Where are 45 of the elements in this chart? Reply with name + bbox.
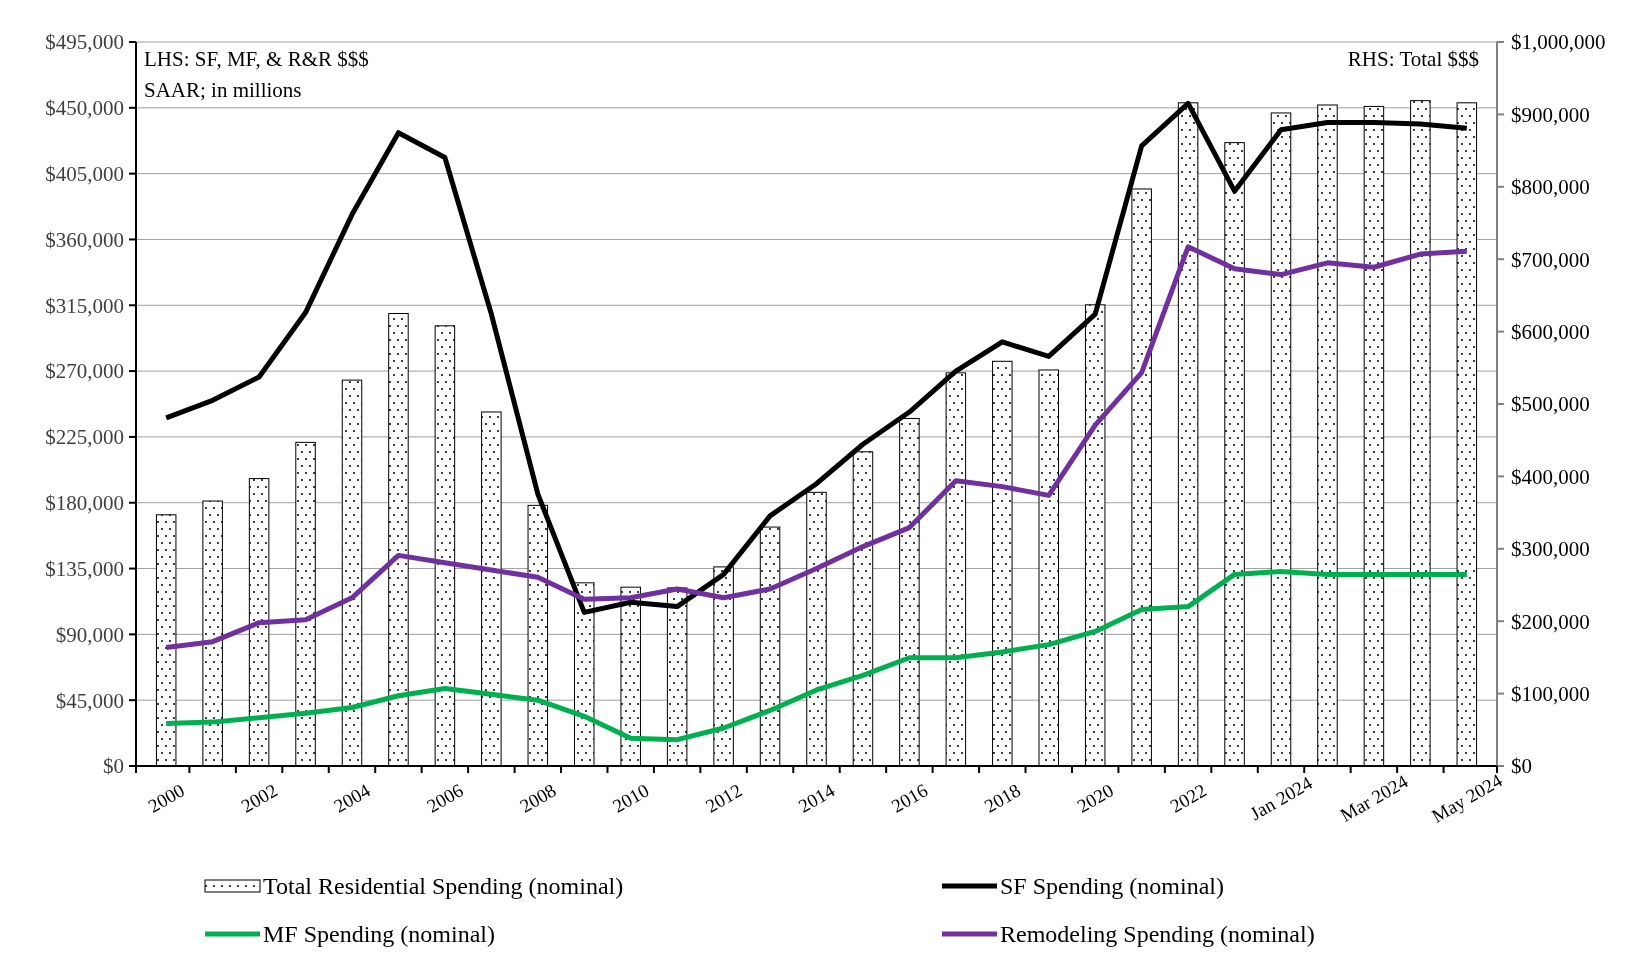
legend-label: SF Spending (nominal) bbox=[1000, 873, 1225, 900]
y-tick-label: $135,000 bbox=[45, 556, 124, 581]
y2-tick-label: $400,000 bbox=[1511, 464, 1590, 489]
annotation: RHS: Total $$$ bbox=[1347, 47, 1479, 71]
x-tick-label: 2014 bbox=[794, 779, 839, 817]
y-tick-label: $450,000 bbox=[45, 96, 124, 121]
legend-label: MF Spending (nominal) bbox=[263, 921, 495, 948]
y2-tick-label: $100,000 bbox=[1511, 681, 1590, 706]
y2-tick-label: $800,000 bbox=[1511, 175, 1590, 200]
annotation: SAAR; in millions bbox=[144, 78, 302, 102]
x-tick-label: 2022 bbox=[1166, 779, 1210, 817]
x-tick-label: 2018 bbox=[980, 779, 1025, 817]
y2-tick-label: $300,000 bbox=[1511, 537, 1590, 562]
y-tick-label: $180,000 bbox=[45, 491, 124, 516]
x-tick-label: 2006 bbox=[423, 779, 467, 817]
y2-tick-label: $500,000 bbox=[1511, 392, 1590, 417]
y-tick-label: $225,000 bbox=[45, 425, 124, 450]
x-tick-label: 2002 bbox=[237, 779, 281, 817]
x-tick-label: 2000 bbox=[144, 779, 188, 817]
y2-tick-label: $200,000 bbox=[1511, 609, 1590, 634]
x-tick-label: Jan 2024 bbox=[1246, 771, 1317, 825]
x-tick-label: May 2024 bbox=[1428, 769, 1507, 827]
y2-tick-label: $900,000 bbox=[1511, 102, 1590, 127]
y-tick-label: $270,000 bbox=[45, 359, 124, 384]
x-tick-label: 2016 bbox=[887, 779, 932, 817]
legend-label: Remodeling Spending (nominal) bbox=[1000, 921, 1315, 948]
x-tick-label: 2008 bbox=[516, 779, 560, 817]
y2-tick-label: $600,000 bbox=[1511, 319, 1590, 344]
legend-label: Total Residential Spending (nominal) bbox=[263, 873, 624, 900]
y2-tick-label: $700,000 bbox=[1511, 247, 1590, 272]
x-tick-label: 2004 bbox=[330, 779, 375, 817]
y-tick-label: $90,000 bbox=[55, 622, 124, 647]
x-tick-label: 2010 bbox=[609, 779, 653, 817]
y-tick-label: $405,000 bbox=[45, 161, 124, 186]
y2-tick-label: $1,000,000 bbox=[1511, 30, 1606, 55]
y-tick-label: $0 bbox=[103, 754, 124, 779]
x-tick-label: 2012 bbox=[701, 779, 746, 817]
x-tick-label: Mar 2024 bbox=[1336, 770, 1412, 826]
annotation: LHS: SF, MF, & R&R $$$ bbox=[144, 47, 369, 71]
y-tick-label: $495,000 bbox=[45, 30, 124, 55]
y-tick-label: $360,000 bbox=[45, 227, 124, 252]
y-tick-label: $45,000 bbox=[55, 688, 124, 713]
y2-tick-label: $0 bbox=[1511, 754, 1532, 779]
x-tick-label: 2020 bbox=[1073, 779, 1117, 817]
y-tick-label: $315,000 bbox=[45, 293, 124, 318]
